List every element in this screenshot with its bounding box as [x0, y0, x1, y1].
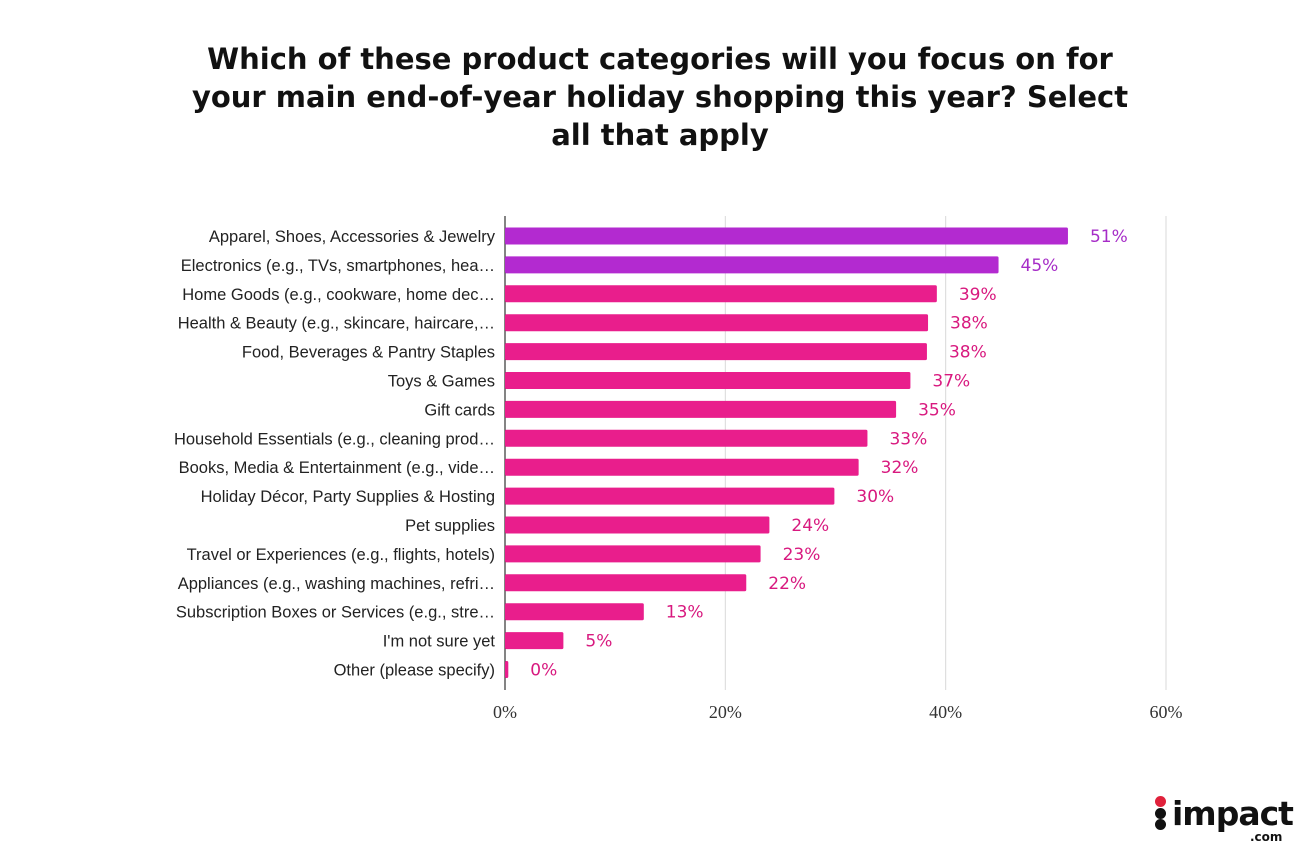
- bar: [505, 458, 859, 476]
- data-label: 39%: [959, 285, 997, 305]
- x-tick-label: 20%: [709, 702, 742, 722]
- data-label: 35%: [918, 400, 956, 420]
- data-label: 0%: [530, 661, 557, 681]
- x-tick-label: 40%: [929, 702, 962, 722]
- data-label: 51%: [1090, 227, 1128, 247]
- logo-wordmark: impact: [1172, 794, 1294, 833]
- chart-title-line-1: Which of these product categories will y…: [207, 42, 1113, 76]
- bar: [505, 429, 868, 447]
- bar: [505, 545, 761, 563]
- category-label: Gift cards: [424, 401, 495, 419]
- chart-title-line-2: your main end-of-year holiday shopping t…: [191, 80, 1129, 114]
- chart-title: Which of these product categories will y…: [0, 40, 1308, 154]
- logo-suffix: .com: [1250, 830, 1283, 844]
- bar: [505, 574, 747, 592]
- category-label: Subscription Boxes or Services (e.g., st…: [176, 604, 495, 622]
- bar: [505, 661, 509, 678]
- category-label: Other (please specify): [334, 662, 495, 680]
- data-label: 32%: [881, 458, 919, 478]
- bar: [505, 285, 937, 303]
- data-label: 38%: [949, 343, 987, 363]
- data-label: 37%: [932, 372, 970, 392]
- category-label: Travel or Experiences (e.g., flights, ho…: [187, 546, 495, 564]
- data-label: 13%: [666, 603, 704, 623]
- impact-logo: impact .com: [1150, 794, 1294, 854]
- logo-red-dot: [1155, 796, 1166, 807]
- category-label: Household Essentials (e.g., cleaning pro…: [174, 430, 495, 448]
- category-label: Appliances (e.g., washing machines, refr…: [178, 575, 495, 593]
- bar: [505, 314, 929, 332]
- category-label: Electronics (e.g., TVs, smartphones, hea…: [181, 257, 495, 275]
- logo-black-dot: [1155, 808, 1166, 819]
- bar: [505, 400, 897, 418]
- data-label: 22%: [768, 574, 806, 594]
- bar: [505, 227, 1068, 245]
- data-label: 30%: [856, 487, 894, 507]
- x-tick-label: 60%: [1150, 702, 1183, 722]
- logo-black-dot: [1155, 819, 1166, 830]
- bar: [505, 487, 835, 505]
- bar: [505, 603, 644, 621]
- x-tick-label: 0%: [493, 702, 517, 722]
- category-label: Holiday Décor, Party Supplies & Hosting: [201, 488, 495, 506]
- data-label: 38%: [950, 314, 988, 334]
- category-label: Food, Beverages & Pantry Staples: [242, 344, 495, 362]
- category-label: Apparel, Shoes, Accessories & Jewelry: [209, 228, 496, 246]
- data-label: 23%: [783, 545, 821, 565]
- bar: [505, 632, 564, 650]
- bar: [505, 343, 927, 361]
- chart-title-line-3: all that apply: [551, 118, 769, 152]
- data-label: 33%: [889, 429, 927, 449]
- data-label: 5%: [585, 632, 612, 652]
- data-label: 45%: [1021, 256, 1059, 276]
- category-label: Books, Media & Entertainment (e.g., vide…: [179, 459, 495, 477]
- bar: [505, 516, 770, 534]
- category-label: Pet supplies: [405, 517, 495, 535]
- bar: [505, 256, 999, 274]
- category-label: Health & Beauty (e.g., skincare, haircar…: [178, 315, 495, 333]
- data-label: 24%: [791, 516, 829, 536]
- bar: [505, 372, 911, 389]
- category-label: Home Goods (e.g., cookware, home dec…: [182, 286, 495, 304]
- category-label: Toys & Games: [388, 373, 495, 391]
- category-label: I'm not sure yet: [383, 633, 496, 651]
